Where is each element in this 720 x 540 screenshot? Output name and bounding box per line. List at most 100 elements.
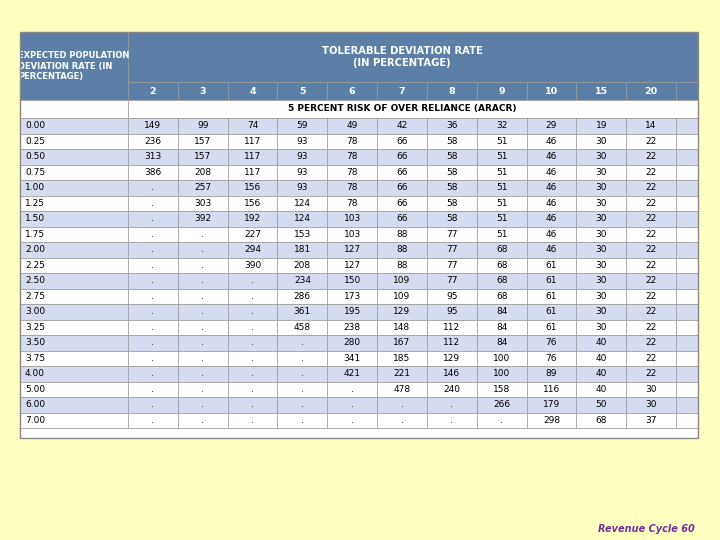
Text: .: . bbox=[251, 323, 254, 332]
Bar bbox=[676, 273, 698, 288]
Text: 61: 61 bbox=[546, 307, 557, 316]
Bar bbox=[477, 133, 526, 149]
Text: 158: 158 bbox=[493, 384, 510, 394]
Text: 66: 66 bbox=[396, 214, 408, 223]
Text: .: . bbox=[500, 416, 503, 425]
Text: .: . bbox=[351, 384, 354, 394]
Bar bbox=[526, 273, 577, 288]
Bar bbox=[577, 320, 626, 335]
Bar bbox=[128, 350, 178, 366]
Bar bbox=[178, 165, 228, 180]
Bar bbox=[526, 242, 577, 258]
Text: .: . bbox=[301, 338, 304, 347]
Bar bbox=[626, 149, 676, 165]
Text: 185: 185 bbox=[393, 354, 410, 363]
Text: 40: 40 bbox=[595, 354, 607, 363]
Text: 51: 51 bbox=[496, 230, 508, 239]
Text: .: . bbox=[202, 354, 204, 363]
Bar bbox=[477, 258, 526, 273]
Bar bbox=[228, 397, 277, 413]
Bar bbox=[477, 335, 526, 350]
Text: 93: 93 bbox=[297, 168, 308, 177]
Text: 46: 46 bbox=[546, 137, 557, 146]
Bar bbox=[526, 118, 577, 133]
Bar bbox=[178, 413, 228, 428]
Bar bbox=[526, 350, 577, 366]
Text: .: . bbox=[251, 276, 254, 285]
Bar bbox=[277, 381, 328, 397]
Text: EXPECTED POPULATION
DEVIATION RATE (IN
PERCENTAGE): EXPECTED POPULATION DEVIATION RATE (IN P… bbox=[18, 51, 130, 81]
Bar bbox=[128, 165, 178, 180]
Bar bbox=[427, 335, 477, 350]
Text: 257: 257 bbox=[194, 183, 211, 192]
Bar bbox=[577, 211, 626, 226]
Bar bbox=[577, 366, 626, 381]
Bar bbox=[328, 258, 377, 273]
Bar bbox=[277, 350, 328, 366]
Bar bbox=[626, 304, 676, 320]
Text: 5: 5 bbox=[299, 86, 305, 96]
Bar bbox=[676, 180, 698, 195]
Text: 77: 77 bbox=[446, 230, 458, 239]
Text: 116: 116 bbox=[543, 384, 560, 394]
Bar bbox=[128, 397, 178, 413]
Bar bbox=[228, 149, 277, 165]
Bar bbox=[277, 82, 328, 100]
Text: 3.50: 3.50 bbox=[25, 338, 45, 347]
Text: 8: 8 bbox=[449, 86, 455, 96]
Bar bbox=[676, 304, 698, 320]
Bar bbox=[626, 226, 676, 242]
Text: 280: 280 bbox=[343, 338, 361, 347]
Text: 30: 30 bbox=[595, 261, 607, 270]
Text: 9: 9 bbox=[498, 86, 505, 96]
Bar bbox=[577, 350, 626, 366]
Text: 30: 30 bbox=[645, 400, 657, 409]
Bar bbox=[477, 413, 526, 428]
Bar bbox=[128, 304, 178, 320]
Bar bbox=[626, 366, 676, 381]
Text: 146: 146 bbox=[444, 369, 460, 378]
Bar bbox=[676, 195, 698, 211]
Text: 30: 30 bbox=[595, 307, 607, 316]
Text: 22: 22 bbox=[645, 168, 657, 177]
Bar bbox=[427, 273, 477, 288]
Bar bbox=[228, 165, 277, 180]
Bar bbox=[328, 195, 377, 211]
Bar bbox=[377, 304, 427, 320]
Text: 266: 266 bbox=[493, 400, 510, 409]
Bar bbox=[277, 273, 328, 288]
Bar bbox=[20, 397, 128, 413]
Text: 22: 22 bbox=[645, 323, 657, 332]
Bar bbox=[477, 195, 526, 211]
Bar bbox=[128, 242, 178, 258]
Bar bbox=[277, 258, 328, 273]
Text: .: . bbox=[151, 354, 154, 363]
Bar bbox=[626, 133, 676, 149]
Text: .: . bbox=[151, 416, 154, 425]
Text: 390: 390 bbox=[244, 261, 261, 270]
Bar bbox=[277, 335, 328, 350]
Bar bbox=[328, 320, 377, 335]
Bar bbox=[20, 118, 128, 133]
Bar bbox=[676, 258, 698, 273]
Bar bbox=[676, 149, 698, 165]
Bar bbox=[20, 32, 698, 438]
Text: 112: 112 bbox=[444, 323, 460, 332]
Text: 22: 22 bbox=[645, 152, 657, 161]
Text: .: . bbox=[202, 369, 204, 378]
Text: .: . bbox=[151, 230, 154, 239]
Bar bbox=[526, 195, 577, 211]
Bar bbox=[626, 180, 676, 195]
Text: 227: 227 bbox=[244, 230, 261, 239]
Bar bbox=[128, 226, 178, 242]
Text: 22: 22 bbox=[645, 354, 657, 363]
Text: 195: 195 bbox=[343, 307, 361, 316]
Text: 22: 22 bbox=[645, 369, 657, 378]
Bar bbox=[427, 149, 477, 165]
Bar bbox=[20, 366, 128, 381]
Text: 59: 59 bbox=[297, 122, 308, 130]
Text: 30: 30 bbox=[595, 168, 607, 177]
Bar bbox=[577, 133, 626, 149]
Bar bbox=[626, 211, 676, 226]
Bar bbox=[477, 149, 526, 165]
